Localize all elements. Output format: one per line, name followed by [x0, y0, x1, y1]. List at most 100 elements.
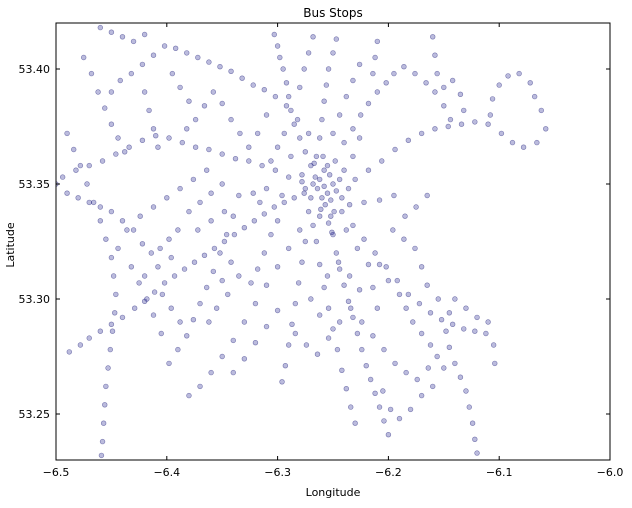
scatter-point [320, 153, 326, 160]
scatter-point [339, 367, 345, 373]
scatter-point [391, 192, 397, 199]
scatter-point [346, 202, 353, 208]
scatter-point [498, 130, 505, 137]
scatter-point [391, 70, 397, 77]
scatter-point [241, 319, 248, 325]
scatter-point [372, 250, 378, 256]
scatter-point [297, 227, 303, 233]
scatter-point [447, 116, 454, 123]
scatter-point [466, 404, 472, 410]
scatter-point [201, 103, 208, 109]
scatter-point [99, 438, 106, 445]
scatter-point [148, 250, 154, 256]
scatter-point [445, 123, 451, 130]
scatter-point [405, 291, 412, 298]
scatter-point [430, 383, 436, 390]
scatter-point [219, 181, 225, 187]
scatter-point [490, 342, 497, 348]
scatter-point [291, 121, 297, 127]
x-tick-label: −6.1 [486, 466, 513, 479]
scatter-point [538, 107, 544, 114]
scatter-point [261, 211, 267, 217]
scatter-point [321, 98, 327, 104]
scatter-point [374, 305, 381, 311]
scatter-point [472, 119, 478, 125]
scatter-point [184, 50, 190, 56]
scatter-point [390, 227, 396, 233]
scatter-point [232, 156, 239, 162]
scatter-point [334, 346, 341, 353]
scatter-point [177, 185, 183, 192]
scatter-point [175, 227, 181, 233]
scatter-point [385, 277, 392, 284]
scatter-point [225, 291, 231, 298]
scatter-point [449, 77, 456, 84]
scatter-point [348, 404, 354, 410]
scatter-point [217, 63, 223, 70]
scatter-point [534, 139, 540, 146]
scatter-point [446, 344, 453, 350]
scatter-point [141, 89, 148, 95]
scatter-point [271, 204, 277, 210]
scatter-point [313, 153, 320, 160]
scatter-point [113, 291, 119, 298]
scatter-point [299, 172, 305, 178]
scatter-point [396, 415, 403, 422]
scatter-point [113, 151, 119, 157]
scatter-point [166, 135, 172, 141]
scatter-point [124, 227, 130, 233]
scatter-point [379, 158, 385, 164]
scatter-point [197, 383, 203, 390]
scatter-point [324, 190, 331, 196]
scatter-point [274, 144, 281, 150]
scatter-point [144, 296, 150, 302]
scatter-point [302, 149, 308, 155]
chart-title: Bus Stops [303, 6, 362, 20]
scatter-point [303, 342, 310, 348]
scatter-point [186, 208, 192, 215]
scatter-point [88, 70, 95, 77]
scatter-point [341, 282, 347, 288]
scatter-point [206, 319, 212, 325]
scatter-point [150, 312, 157, 318]
scatter-point [64, 130, 70, 137]
scatter-point [186, 392, 192, 399]
scatter-point [236, 192, 242, 199]
scatter-point [336, 319, 343, 325]
scatter-point [250, 190, 256, 196]
scatter-point [197, 300, 203, 307]
scatter-point [441, 103, 447, 109]
scatter-point [274, 218, 281, 224]
scatter-point [301, 190, 307, 196]
scatter-point [139, 137, 146, 144]
scatter-point [449, 321, 456, 327]
scatter-point [492, 360, 498, 367]
scatter-point [239, 75, 245, 81]
scatter-point [299, 179, 305, 185]
scatter-point [336, 266, 343, 272]
scatter-point [339, 208, 345, 215]
scatter-point [203, 284, 210, 291]
scatter-point [108, 208, 115, 215]
scatter-point [325, 66, 332, 72]
scatter-point [141, 298, 148, 304]
x-tick-label: −6.4 [153, 466, 180, 479]
scatter-point [153, 133, 159, 139]
scatter-point [272, 93, 279, 100]
scatter-point [472, 436, 478, 442]
scatter-point [370, 284, 376, 291]
scatter-point [354, 330, 361, 337]
scatter-point [279, 379, 285, 385]
scatter-point [97, 328, 104, 334]
scatter-point [184, 126, 190, 132]
scatter-point [441, 84, 447, 91]
scatter-point [370, 70, 376, 77]
scatter-point [157, 245, 163, 252]
scatter-point [263, 282, 270, 288]
plot-frame [55, 22, 611, 461]
scatter-point [394, 277, 400, 284]
scatter-point [496, 82, 502, 88]
scatter-point [168, 254, 174, 261]
scatter-point [66, 349, 73, 355]
scatter-point [485, 319, 491, 325]
